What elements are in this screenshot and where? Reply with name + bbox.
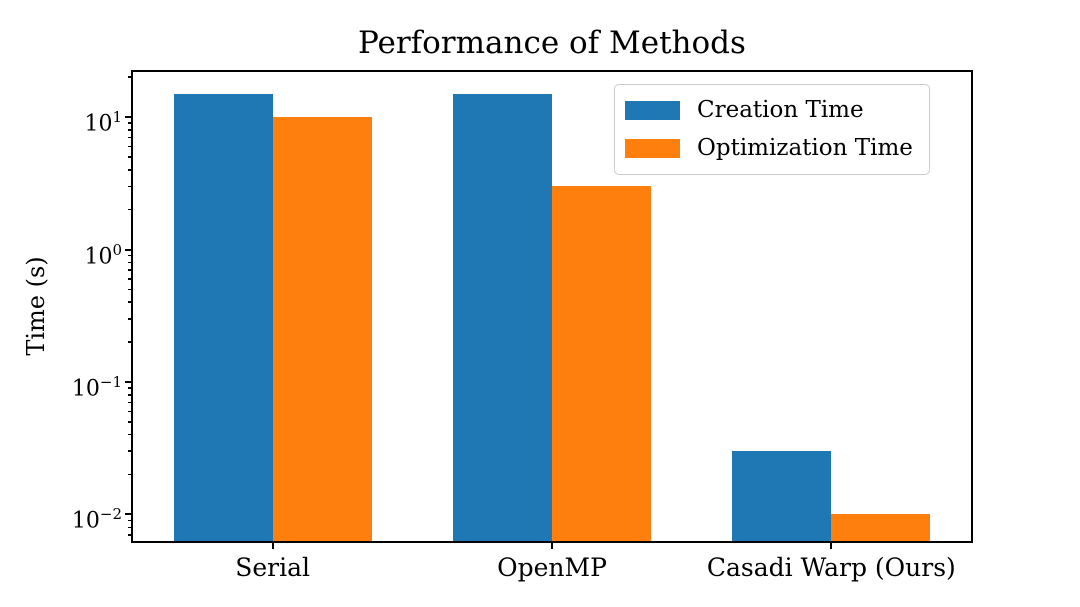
bar-optimization-time bbox=[552, 186, 651, 541]
legend-item-creation-time: Creation Time bbox=[625, 96, 913, 125]
y-minor-tick-mark bbox=[128, 261, 133, 264]
y-minor-tick-mark bbox=[128, 519, 133, 522]
y-minor-tick-mark bbox=[128, 421, 133, 423]
y-tick-label: 101 bbox=[84, 108, 122, 137]
y-minor-tick-mark bbox=[128, 254, 133, 257]
y-tick-mark bbox=[125, 380, 133, 383]
y-minor-tick-mark bbox=[128, 534, 133, 536]
legend-swatch-creation-time bbox=[625, 101, 680, 120]
legend-label-optimization-time: Optimization Time bbox=[697, 135, 913, 161]
legend-swatch-optimization-time bbox=[625, 139, 680, 158]
chart-title: Performance of Methods bbox=[358, 25, 746, 61]
y-tick-label: 10−2 bbox=[71, 505, 122, 534]
y-minor-tick-mark bbox=[128, 278, 133, 280]
x-tick-label: OpenMP bbox=[497, 553, 607, 582]
legend-item-optimization-time: Optimization Time bbox=[625, 134, 913, 163]
y-minor-tick-mark bbox=[128, 394, 133, 396]
y-minor-tick-mark bbox=[128, 401, 133, 404]
y-minor-tick-mark bbox=[128, 387, 133, 389]
y-minor-tick-mark bbox=[128, 208, 133, 211]
bar-creation-time bbox=[453, 93, 552, 541]
legend: Creation Time Optimization Time bbox=[614, 84, 930, 175]
x-tick-mark bbox=[830, 541, 833, 549]
legend-label-creation-time: Creation Time bbox=[697, 97, 864, 123]
y-tick-label: 100 bbox=[84, 240, 122, 269]
y-minor-tick-mark bbox=[128, 122, 133, 124]
y-minor-tick-mark bbox=[128, 301, 133, 303]
y-minor-tick-mark bbox=[128, 433, 133, 436]
bar-optimization-time bbox=[272, 117, 372, 541]
y-tick-mark bbox=[125, 116, 133, 119]
y-minor-tick-mark bbox=[128, 341, 133, 343]
y-minor-tick-mark bbox=[128, 450, 133, 452]
y-tick-mark bbox=[125, 248, 133, 251]
bar-creation-time bbox=[173, 93, 273, 541]
y-tick-label: 10−1 bbox=[71, 372, 122, 402]
bar-optimization-time bbox=[831, 514, 931, 541]
y-minor-tick-mark bbox=[128, 526, 133, 528]
x-tick-mark bbox=[551, 541, 553, 549]
bar-creation-time bbox=[732, 451, 832, 541]
y-minor-tick-mark bbox=[128, 76, 133, 78]
x-tick-label: Casadi Warp (Ours) bbox=[706, 553, 956, 582]
y-minor-tick-mark bbox=[128, 318, 133, 320]
y-minor-tick-mark bbox=[128, 269, 133, 271]
plot-area: Creation Time Optimization Time bbox=[131, 70, 973, 543]
y-minor-tick-mark bbox=[128, 473, 133, 476]
y-minor-tick-mark bbox=[128, 410, 133, 413]
y-tick-mark bbox=[125, 513, 133, 516]
y-minor-tick-mark bbox=[128, 156, 133, 158]
y-minor-tick-mark bbox=[128, 136, 133, 139]
x-tick-label: Serial bbox=[235, 553, 311, 582]
y-minor-tick-mark bbox=[128, 169, 133, 171]
bars-layer bbox=[133, 72, 971, 541]
y-minor-tick-mark bbox=[128, 129, 133, 131]
y-minor-tick-mark bbox=[128, 288, 133, 291]
x-tick-mark bbox=[271, 541, 274, 549]
y-minor-tick-mark bbox=[128, 145, 133, 148]
y-minor-tick-mark bbox=[128, 185, 133, 188]
